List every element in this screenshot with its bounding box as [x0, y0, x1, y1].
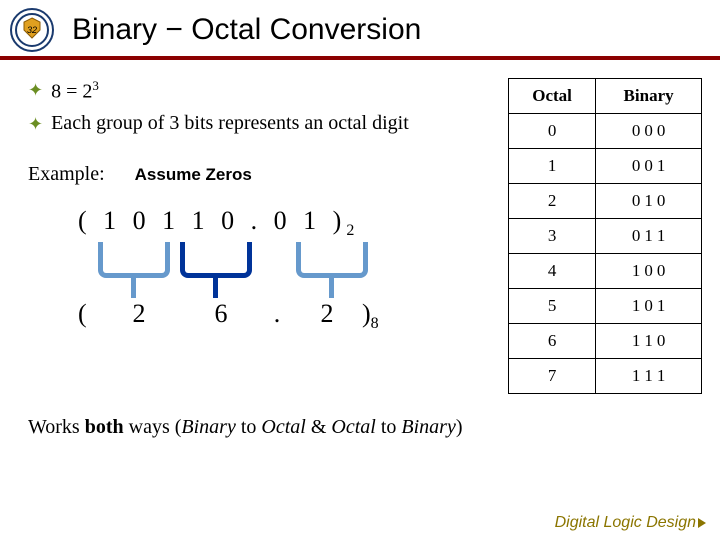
binary-cell: 110: [596, 324, 702, 359]
bracket-stem-1: [131, 278, 136, 298]
bullet-2-text: Each group of 3 bits represents an octal…: [51, 112, 409, 135]
bullet-1-sup: 3: [92, 78, 99, 93]
octal-digit-3: 2: [292, 299, 362, 329]
assume-zeros-label: Assume Zeros: [135, 165, 252, 185]
footer-i1: Binary: [181, 416, 235, 438]
left-column: ✦ 8 = 23 ✦ Each group of 3 bits represen…: [28, 78, 508, 394]
example-label: Example:: [28, 163, 105, 186]
binary-cell: 010: [596, 184, 702, 219]
footer-i3: Octal: [331, 416, 375, 438]
binary-cell: 100: [596, 254, 702, 289]
footer-i4: Binary: [401, 416, 455, 438]
bullet-icon: ✦: [28, 80, 43, 101]
table-row: 4100: [509, 254, 702, 289]
bullet-1-text: 8 = 23: [51, 78, 99, 104]
octal-cell: 6: [509, 324, 596, 359]
bullet-1-pre: 8 = 2: [51, 81, 92, 103]
bracket-group-1: [98, 242, 170, 278]
binary-cell: 011: [596, 219, 702, 254]
table-row: 6110: [509, 324, 702, 359]
grouping-brackets: [78, 240, 498, 295]
bullet-1: ✦ 8 = 23: [28, 78, 498, 104]
col-header-binary: Binary: [596, 79, 702, 114]
bullet-2: ✦ Each group of 3 bits represents an oct…: [28, 112, 498, 135]
table-row: 2010: [509, 184, 702, 219]
slide-title: Binary − Octal Conversion: [72, 13, 421, 47]
footer-i2: Octal: [261, 416, 305, 438]
octal-cell: 5: [509, 289, 596, 324]
octal-open: (: [78, 299, 98, 329]
octal-cell: 2: [509, 184, 596, 219]
institution-logo-icon: 32: [10, 8, 54, 52]
footer-mid: ways (: [124, 416, 182, 438]
table-body: 00001001201030114100510161107111: [509, 114, 702, 394]
octal-cell: 7: [509, 359, 596, 394]
table-row: 5101: [509, 289, 702, 324]
bracket-stem-2: [213, 278, 218, 298]
footer-pre: Works: [28, 416, 85, 438]
content-area: ✦ 8 = 23 ✦ Each group of 3 bits represen…: [0, 78, 720, 394]
table-head: Octal Binary: [509, 79, 702, 114]
header-rule: [0, 56, 720, 60]
slide-header: 32 Binary − Octal Conversion: [0, 0, 720, 56]
octal-digit-1: 2: [98, 299, 180, 329]
table-row: 3011: [509, 219, 702, 254]
binary-number: ( 1 0 1 1 0 . 0 1 )2: [78, 206, 498, 240]
bracket-stem-3: [329, 278, 334, 298]
octal-cell: 3: [509, 219, 596, 254]
octal-close: ): [362, 299, 371, 329]
octal-cell: 1: [509, 149, 596, 184]
bracket-group-3: [296, 242, 368, 278]
octal-dot: .: [262, 299, 292, 329]
footer-bold: both: [85, 416, 124, 438]
footer-note: Works both ways (Binary to Octal & Octal…: [28, 416, 720, 439]
table-row: 1001: [509, 149, 702, 184]
binary-cell: 101: [596, 289, 702, 324]
bracket-group-2: [180, 242, 252, 278]
binary-digits: ( 1 0 1 1 0 . 0 1 ): [78, 206, 346, 235]
footer-post: ): [456, 416, 463, 438]
table-row: 0000: [509, 114, 702, 149]
binary-cell: 001: [596, 149, 702, 184]
footer-mid3: &: [306, 416, 332, 438]
binary-cell: 111: [596, 359, 702, 394]
conversion-table: Octal Binary 000010012010301141005101611…: [508, 78, 702, 394]
table-row: 7111: [509, 359, 702, 394]
binary-base-sub: 2: [346, 222, 354, 239]
example-row: Example: Assume Zeros: [28, 163, 498, 186]
col-header-octal: Octal: [509, 79, 596, 114]
octal-base-sub: 8: [371, 315, 379, 333]
footer-mid4: to: [376, 416, 402, 438]
bullet-icon: ✦: [28, 114, 43, 135]
footer-mid2: to: [236, 416, 262, 438]
right-column: Octal Binary 000010012010301141005101611…: [508, 78, 702, 394]
octal-number: ( 26.2 )8: [78, 299, 498, 333]
svg-text:32: 32: [27, 25, 37, 35]
octal-cell: 4: [509, 254, 596, 289]
brand-footer: Digital Logic Design: [555, 514, 706, 532]
octal-cell: 0: [509, 114, 596, 149]
octal-digit-2: 6: [180, 299, 262, 329]
binary-cell: 000: [596, 114, 702, 149]
arrow-icon: [698, 518, 706, 528]
brand-text: Digital Logic Design: [555, 514, 696, 531]
